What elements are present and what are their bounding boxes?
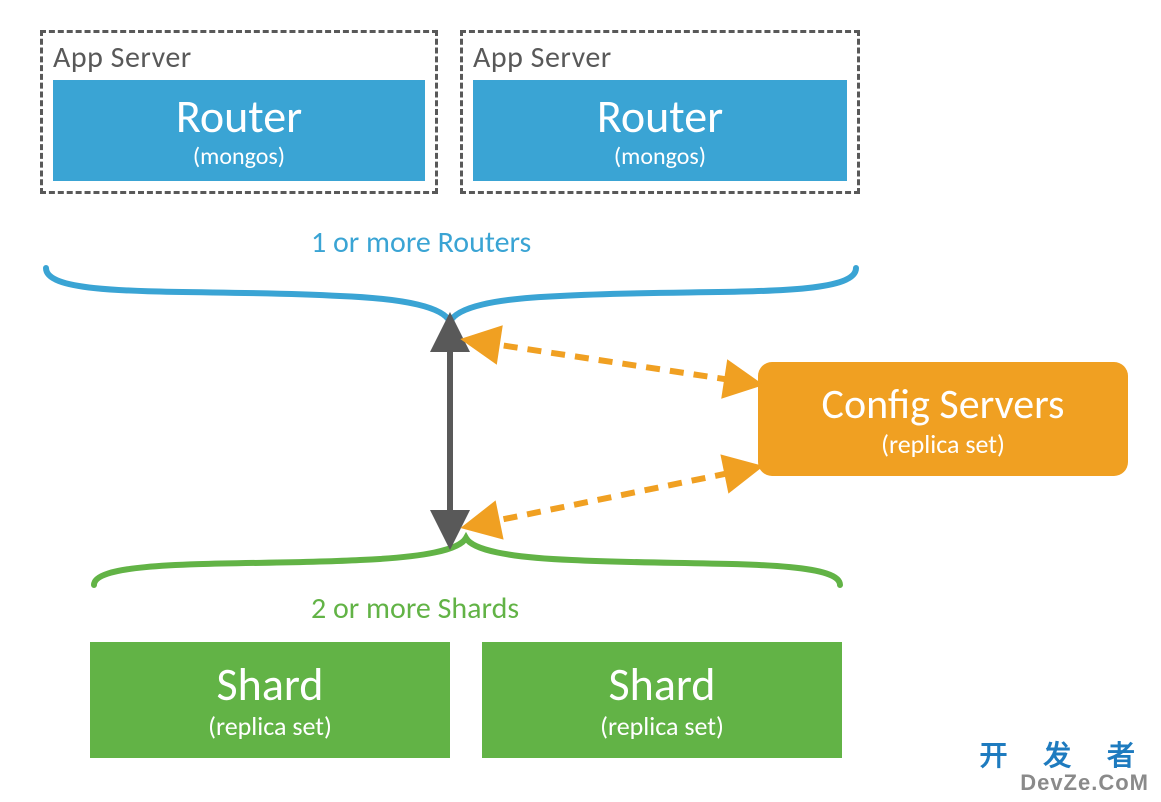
router-title: Router: [53, 94, 425, 140]
shard-title: Shard: [482, 662, 842, 708]
router-subtitle: (mongos): [473, 142, 847, 171]
app-server-label: App Server: [53, 39, 425, 76]
shard-title: Shard: [90, 662, 450, 708]
router-config-arrow: [480, 342, 744, 382]
routers-brace: [46, 268, 856, 322]
watermark: 开 发 者 DevZe.CoM: [979, 734, 1149, 796]
shard-subtitle: (replica set): [482, 710, 842, 742]
config-servers-box: Config Servers (replica set): [758, 362, 1128, 476]
router-box: Router (mongos): [53, 80, 425, 181]
shard-box: Shard (replica set): [90, 642, 450, 758]
app-server-label: App Server: [473, 39, 847, 76]
router-title: Router: [473, 94, 847, 140]
router-box: Router (mongos): [473, 80, 847, 181]
app-server-box: App Server Router (mongos): [40, 30, 438, 194]
router-subtitle: (mongos): [53, 142, 425, 171]
app-server-box: App Server Router (mongos): [460, 30, 860, 194]
shard-subtitle: (replica set): [90, 710, 450, 742]
shard-config-arrow: [480, 470, 744, 524]
watermark-cn: 开 发 者: [979, 734, 1149, 774]
routers-caption: 1 or more Routers: [311, 224, 531, 261]
shard-box: Shard (replica set): [482, 642, 842, 758]
shards-caption: 2 or more Shards: [311, 590, 519, 627]
config-subtitle: (replica set): [758, 428, 1128, 460]
config-title: Config Servers: [758, 384, 1128, 426]
shards-brace: [94, 538, 840, 585]
